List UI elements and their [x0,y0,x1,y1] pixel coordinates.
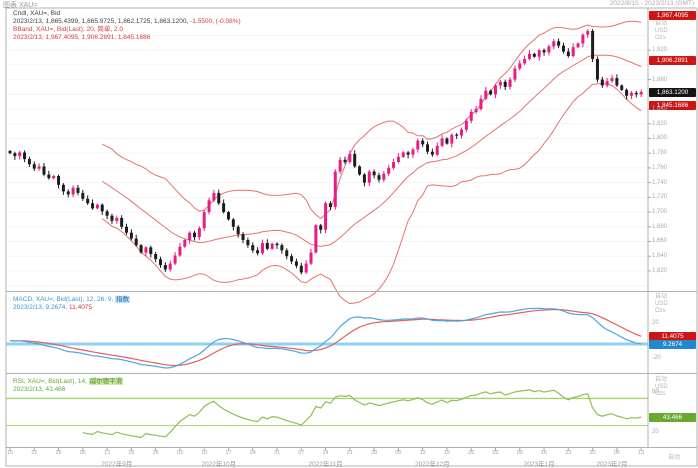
x-day-tick: 10 [201,450,208,456]
upper-band-price-badge: 1,967.4095 [649,11,696,20]
x-day-tick: 02 [492,450,499,456]
price-tick: 1,760 [652,164,668,171]
rsi-axis-header[interactable]: 自动 USD Ozs [655,377,668,397]
x-day-tick: 15 [6,450,14,456]
rsi-tick: 20 [652,429,659,436]
x-month-label: 2022年10月 [201,461,237,468]
x-month-label: 2023年1月 [523,461,555,468]
window-title: 图表 XAU= [3,2,38,9]
bband-legend-line2: 2023/2/13, 1,967.4095, 1,906.2891, 1,845… [13,34,151,41]
price-tick: 1,820 [652,120,668,127]
macd-axis-header[interactable]: 自动 USD Ozs [655,294,668,314]
x-day-tick: 23 [565,450,572,456]
x-day-tick: 06 [613,450,620,456]
price-tick: 1,660 [652,238,668,245]
x-day-tick: 30 [589,450,596,456]
lower-band-price-badge: 1,845.1686 [649,101,696,110]
bband-ma-type: 简单 [97,26,111,33]
x-day-tick: 26 [468,450,475,456]
x-day-tick: 12 [419,450,426,456]
price-tick: 1,620 [652,267,668,274]
macd-tick: 20 [652,319,659,326]
x-day-tick: 31 [273,450,281,456]
x-day-tick: 05 [395,450,402,456]
candle-legend-line2: 2023/2/13, 1,865.4399, 1,865.9725, 1,862… [13,18,241,25]
x-day-tick: 14 [322,450,329,456]
date-range-label: 2022/8/15 - 2023/2/13 (GMT) [609,0,694,7]
macd-legend-line1: MACD, XAU=, Bid(Last), 12, 26, 9, 指数 [13,296,131,303]
x-day-tick: 19 [443,450,450,456]
x-day-tick: 16 [540,450,548,456]
price-tick: 1,840 [652,106,668,113]
price-tick: 1,640 [652,253,668,260]
rsi-value-badge: 43.466 [649,413,696,422]
macd-value-badge: 9.2674 [649,340,696,349]
bband-legend-line1: BBand, XAU=, Bid(Last), 20, 简单, 2.0 [13,26,124,33]
mid-band-price-badge: 1,906.2891 [649,56,696,65]
price-tick: 1,780 [652,150,668,157]
price-change-value: -1.5500, (-0.08%) [188,18,241,25]
main-axis-header[interactable]: 自动 USD Ozs [655,21,668,41]
macd-tick: -20 [652,355,661,362]
candle-legend-line1: Cndl, XAU=, Bid [13,10,61,17]
x-day-tick: 22 [31,450,38,456]
x-day-tick: 21 [346,450,353,456]
price-tick: 1,740 [652,179,668,186]
price-tick: 1,680 [652,223,668,230]
price-tick: 1,700 [652,209,668,216]
macd-legend-line2: 2023/2/13, 9.2674, 11.4075 [13,304,93,311]
price-tick: 1,920 [652,47,668,54]
rsi-legend-line1: RSI, XAU=, Bid(Last), 14, 威尔德平滑 [13,378,124,385]
x-day-tick: 05 [79,450,86,456]
rsi-legend-line2: 2023/2/13, 43.466 [13,386,66,393]
x-day-tick: 13 [638,450,645,456]
rsi-smoothing-highlight: 威尔德平滑 [88,378,124,385]
x-day-tick: 03 [176,450,183,456]
x-axis-auto-label[interactable]: 自动 [668,455,681,461]
macd-signal-badge: 11.4075 [649,332,696,341]
rsi-tick: 80 [652,388,659,395]
price-tick: 1,800 [652,135,668,142]
x-month-label: 2022年11月 [308,461,343,468]
macd-legend[interactable]: MACD, XAU=, Bid(Last), 12, 26, 9, 指数 202… [13,296,131,312]
x-day-tick: 24 [249,450,256,456]
x-day-tick: 09 [516,450,523,456]
last-price-badge: 1,863.1200 [649,88,696,97]
x-day-tick: 17 [225,450,232,456]
x-month-label: 2023年2月 [596,461,628,468]
x-day-tick: 07 [298,450,305,456]
x-month-label: 2022年9月 [101,461,133,468]
x-day-tick: 19 [128,450,135,456]
x-day-tick: 26 [152,450,159,456]
x-month-label: 2022年12月 [415,461,450,468]
macd-ma-type-highlight: 指数 [115,296,131,303]
x-day-tick: 29 [55,450,62,456]
main-legend[interactable]: Cndl, XAU=, Bid 2023/2/13, 1,865.4399, 1… [13,10,241,42]
rsi-legend[interactable]: RSI, XAU=, Bid(Last), 14, 威尔德平滑 2023/2/1… [13,378,124,394]
x-day-tick: 12 [104,450,111,456]
x-day-tick: 28 [371,450,378,456]
price-tick: 1,720 [652,194,668,201]
price-tick: 1,880 [652,76,668,83]
